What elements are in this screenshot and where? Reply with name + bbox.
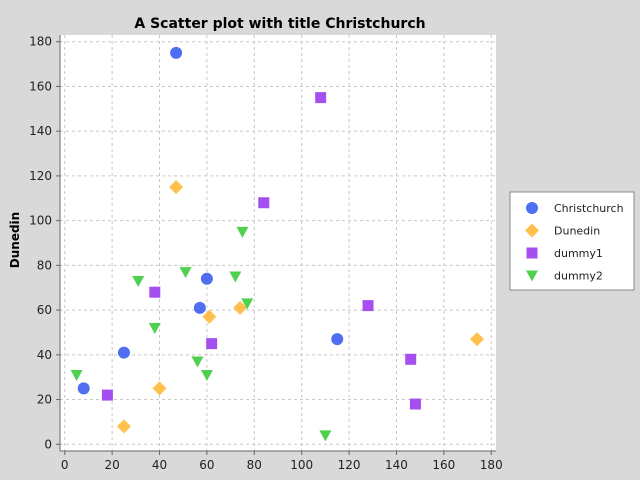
data-point	[149, 286, 161, 298]
y-tick-label: 80	[37, 258, 52, 272]
data-point	[200, 369, 213, 381]
legend: Christchurch Dunedin dummy1 dummy2	[509, 191, 635, 291]
y-tick-label: 40	[37, 348, 52, 362]
y-tick-label: 60	[37, 303, 52, 317]
legend-marker	[526, 247, 538, 259]
data-point	[70, 369, 83, 381]
data-point	[206, 338, 218, 350]
data-point	[200, 272, 213, 285]
data-point	[179, 267, 192, 279]
y-tick-label: 160	[29, 79, 52, 93]
plot-area: 0 20 40 60 80 100 120 140 160 180 0 20 40 60 80 100 120 1…	[29, 35, 503, 472]
y-tick-label: 20	[37, 393, 52, 407]
x-tick-label: 180	[480, 458, 503, 472]
y-axis-label: Dunedin	[8, 212, 22, 268]
chart-title: A Scatter plot with title Christchurch	[134, 16, 425, 32]
data-point	[236, 226, 249, 238]
data-point	[409, 398, 421, 410]
x-tick-label: 140	[385, 458, 408, 472]
data-point	[319, 430, 332, 442]
x-tick-label: 160	[432, 458, 455, 472]
y-tick-label: 120	[29, 169, 52, 183]
data-point	[229, 271, 242, 283]
legend-label: Christchurch	[554, 202, 624, 215]
data-point	[152, 381, 167, 396]
data-point	[170, 46, 183, 59]
data-point	[193, 301, 206, 314]
legend-label: dummy2	[554, 270, 603, 283]
y-tick-label: 140	[29, 124, 52, 138]
data-point	[315, 92, 327, 104]
data-point	[77, 382, 90, 395]
data-point	[233, 300, 248, 315]
series-dummy1	[101, 92, 421, 410]
data-point	[117, 346, 130, 359]
data-point	[101, 389, 113, 401]
data-point	[132, 276, 145, 288]
data-point	[169, 180, 184, 195]
data-point	[362, 300, 374, 312]
data-point	[191, 356, 204, 368]
series-dummy2	[70, 226, 332, 442]
plot-background	[60, 35, 496, 451]
series-dunedin	[116, 180, 485, 434]
data-point	[258, 197, 270, 209]
data-point	[116, 419, 131, 434]
x-tick-label: 40	[152, 458, 167, 472]
legend-label: Dunedin	[554, 225, 600, 238]
legend-marker	[526, 202, 538, 214]
x-tick-label: 20	[104, 458, 119, 472]
x-tick-label: 120	[338, 458, 361, 472]
legend-marker	[526, 270, 538, 282]
y-tick-label: 0	[44, 437, 52, 451]
data-point	[331, 333, 344, 346]
legend-marker	[525, 223, 539, 238]
data-point	[148, 322, 161, 334]
x-tick-label: 60	[199, 458, 214, 472]
data-point	[241, 298, 254, 310]
data-point	[405, 353, 417, 365]
legend-label: dummy1	[554, 247, 603, 260]
data-point	[202, 309, 217, 324]
x-tick-label: 0	[61, 458, 69, 472]
y-tick-label: 180	[29, 35, 52, 49]
data-point	[470, 332, 485, 347]
x-tick-label: 100	[290, 458, 313, 472]
x-tick-label: 80	[247, 458, 262, 472]
y-tick-label: 100	[29, 214, 52, 228]
series-christchurch	[77, 46, 344, 395]
